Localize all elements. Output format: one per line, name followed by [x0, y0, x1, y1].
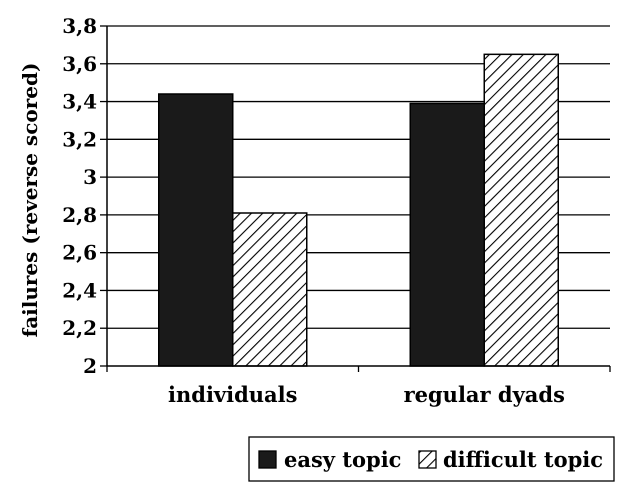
y-axis-label: failures (reverse scored) [18, 63, 42, 338]
y-tick-label: 2,2 [62, 316, 97, 340]
y-tick-labels: 2 2,2 2,4 2,6 2,8 3 3,2 3,4 3,6 3,8 [62, 14, 97, 378]
bar-easy-topic-regular-dyads [409, 102, 485, 367]
y-tick-label: 3,4 [62, 90, 97, 114]
x-category-label: regular dyads [404, 382, 565, 407]
y-tick-label: 2,4 [62, 278, 97, 302]
legend-swatch [258, 450, 277, 469]
bar-difficult-topic-regular-dyads [483, 53, 559, 367]
x-category-label: individuals [168, 382, 297, 407]
y-tick-label: 3 [83, 165, 97, 189]
bar-easy-topic-individuals [158, 93, 234, 367]
y-tick-label: 3,2 [62, 127, 97, 151]
y-tick-label: 3,6 [62, 52, 97, 76]
bars [158, 53, 559, 367]
legend: easy topic difficult topic [248, 436, 615, 482]
y-tick-label: 2,6 [62, 241, 97, 265]
y-tick-label: 2 [83, 354, 97, 378]
bar-difficult-topic-individuals [232, 212, 308, 367]
x-category-labels: individuals regular dyads [168, 382, 565, 407]
legend-swatch [418, 450, 437, 469]
y-tick-label: 2,8 [62, 203, 97, 227]
y-tick-label: 3,8 [62, 14, 97, 38]
legend-label: difficult topic [443, 447, 603, 472]
legend-label: easy topic [284, 447, 401, 472]
axes [100, 25, 611, 372]
